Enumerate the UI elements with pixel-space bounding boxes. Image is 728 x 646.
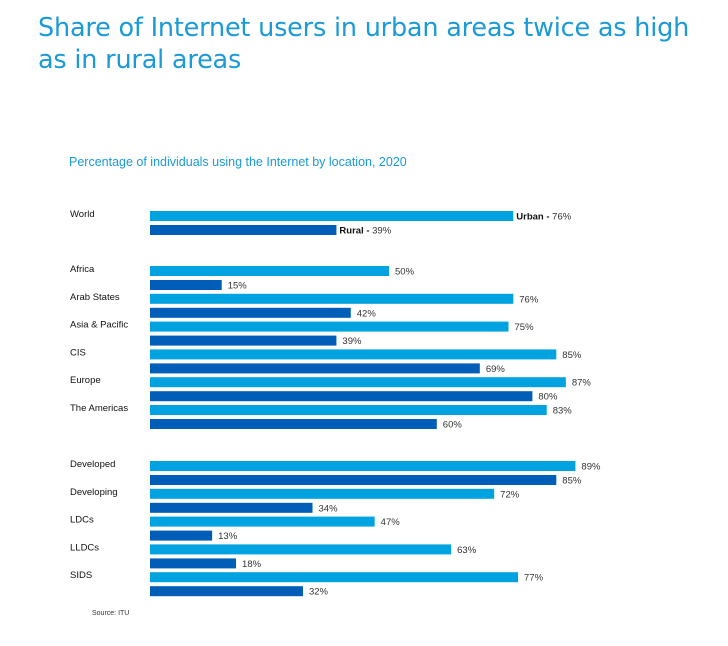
bar-urban [150,211,514,221]
data-label: 77% [524,573,544,584]
data-label: 89% [581,462,601,473]
data-label: 87% [572,378,592,389]
data-label: 42% [357,308,377,319]
bar-rural [150,475,557,485]
bar-rural [150,502,313,513]
bar-urban [150,321,509,332]
bar-rural [150,307,351,318]
bar-rural [150,335,337,346]
data-label: 47% [381,517,401,528]
data-label: 76% [519,294,539,305]
bar-rural [150,280,222,290]
bar-urban [150,516,375,527]
data-label: 32% [309,587,329,598]
data-label: Rural - 39% [339,226,391,237]
bar-rural [150,586,303,597]
bar-rural [150,225,337,235]
data-label: 72% [500,489,520,500]
category-label: LDCs [70,515,94,526]
data-label: 83% [553,406,573,417]
bar-rural [150,391,533,402]
data-label: 60% [443,420,463,431]
data-label: 75% [515,322,535,333]
category-label: Europe [70,375,101,386]
bar-urban [150,266,389,276]
category-label: Asia & Pacific [70,320,128,331]
bar-rural [150,419,437,429]
category-label: World [70,209,95,220]
category-label: The Americas [70,403,128,414]
bar-urban [150,293,514,304]
bar-rural [150,530,213,541]
bar-urban [150,544,452,555]
category-label: Africa [70,264,95,275]
bar-urban [150,572,519,583]
data-label: 34% [319,503,339,514]
data-label: 63% [457,545,477,556]
category-label: Developed [70,459,115,470]
category-label: SIDS [70,570,92,581]
bar-urban [150,349,557,360]
data-label: 15% [228,281,248,292]
chart-title: Percentage of individuals using the Inte… [69,155,407,169]
bar-urban [150,377,566,388]
bar-rural [150,558,237,569]
data-label: 69% [486,364,506,375]
category-label: CIS [70,347,86,358]
data-label: 13% [218,531,238,542]
data-label: 85% [562,476,582,487]
source-note: Source: ITU [92,610,130,617]
data-label: 39% [342,336,362,347]
data-label: 50% [395,267,415,278]
data-label: 80% [538,392,558,403]
bar-urban [150,461,576,471]
category-label: Developing [70,487,118,498]
data-label: Urban - 76% [516,212,571,223]
data-label: 18% [242,559,262,570]
bar-urban [150,405,547,415]
category-label: Arab States [70,292,120,303]
page-title: Share of Internet users in urban areas t… [38,13,690,75]
data-label: 85% [562,350,582,361]
bar-urban [150,488,495,499]
bar-rural [150,363,480,374]
category-label: LLDCs [70,542,99,553]
